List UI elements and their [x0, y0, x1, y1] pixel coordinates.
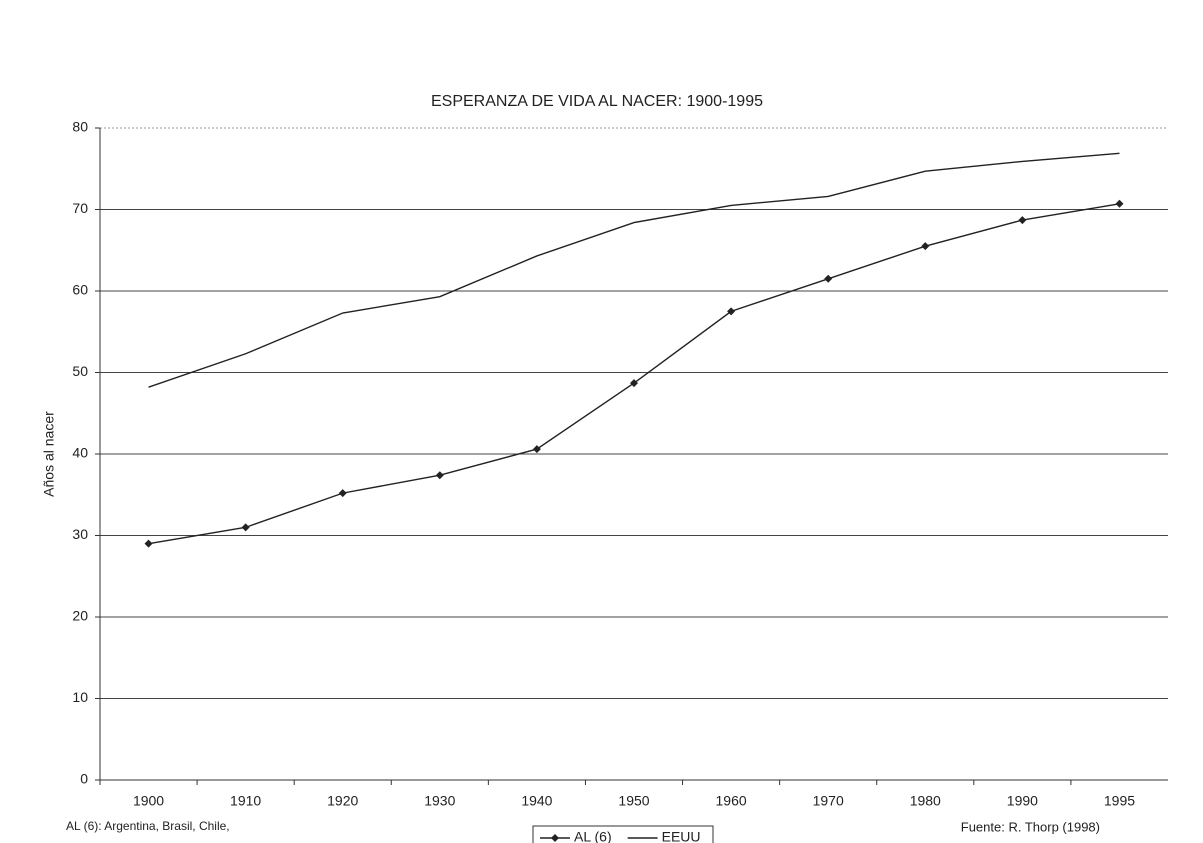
x-tick-label: 1920	[327, 793, 358, 809]
y-tick-label: 10	[72, 689, 88, 705]
point-marker	[1018, 216, 1027, 225]
point-marker	[921, 242, 930, 251]
point-marker	[144, 539, 153, 548]
x-tick-label: 1900	[133, 793, 164, 809]
x-tick-label: 1930	[424, 793, 455, 809]
series-line	[148, 152, 1120, 388]
point-marker	[338, 489, 347, 498]
y-tick-label: 70	[72, 200, 88, 216]
x-tick-label: 1950	[618, 793, 649, 809]
point-marker	[532, 445, 541, 454]
point-marker	[1115, 199, 1124, 208]
x-tick-label: 1995	[1104, 793, 1135, 809]
y-tick-label: 30	[72, 526, 88, 542]
x-tick-label: 1970	[813, 793, 844, 809]
legend-marker	[551, 834, 559, 842]
x-tick-label: 1910	[230, 793, 261, 809]
legend-box	[532, 825, 714, 843]
legend-label: AL (6)	[574, 829, 612, 843]
x-tick-label: 1990	[1007, 793, 1038, 809]
x-tick-label: 1940	[521, 793, 552, 809]
legend-label: EEUU	[662, 829, 701, 843]
series-line	[148, 203, 1120, 545]
y-tick-label: 20	[72, 608, 88, 624]
note: AL (6): Argentina, Brasil, Chile,	[66, 819, 230, 833]
x-tick-label: 1980	[910, 793, 941, 809]
source: Fuente: R. Thorp (1998)	[961, 819, 1100, 834]
y-tick-label: 80	[72, 119, 88, 135]
y-tick-label: 0	[80, 771, 88, 787]
y-tick-label: 50	[72, 363, 88, 379]
y-tick-label: 40	[72, 445, 88, 461]
y-tick-label: 60	[72, 282, 88, 298]
point-marker	[630, 379, 638, 388]
point-marker	[727, 307, 736, 316]
x-tick-label: 1960	[716, 793, 747, 809]
y-axis-label: Años al nacer	[41, 411, 57, 497]
point-marker	[241, 523, 250, 532]
chart-title: ESPERANZA DE VIDA AL NACER: 1900-1995	[431, 93, 763, 110]
point-marker	[435, 471, 444, 480]
point-marker	[824, 274, 833, 283]
